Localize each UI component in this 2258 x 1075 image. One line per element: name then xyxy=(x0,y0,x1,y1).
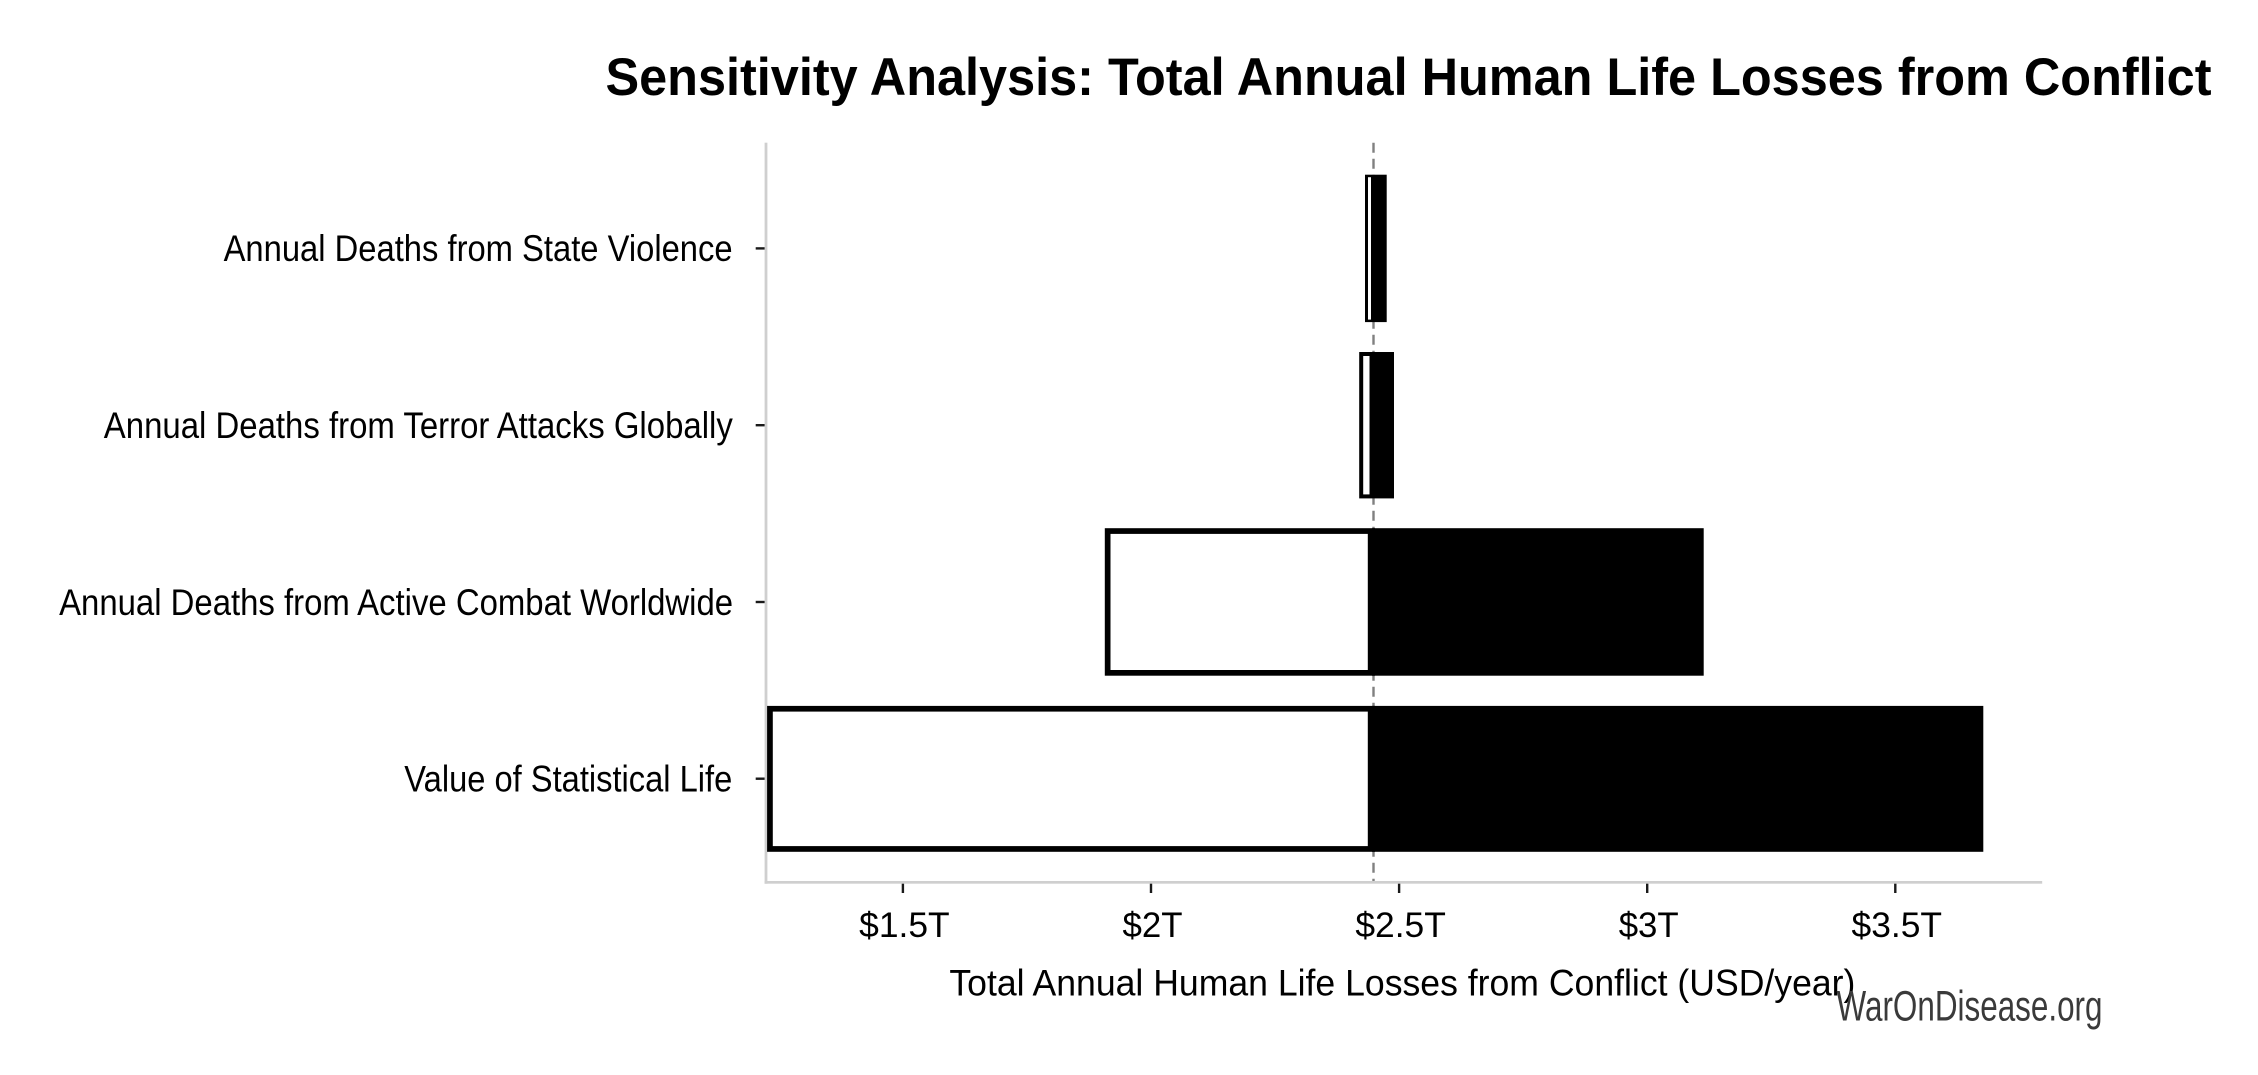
svg-text:$2.5T: $2.5T xyxy=(1355,906,1446,945)
svg-text:WarOnDisease.org: WarOnDisease.org xyxy=(1837,983,2103,1030)
svg-text:Sensitivity Analysis: Total An: Sensitivity Analysis: Total Annual Human… xyxy=(606,48,2212,107)
svg-text:Value of Statistical Life: Value of Statistical Life xyxy=(404,759,732,800)
svg-text:Annual Deaths from Active Comb: Annual Deaths from Active Combat Worldwi… xyxy=(59,582,733,623)
svg-text:$2T: $2T xyxy=(1123,906,1183,945)
svg-text:Annual Deaths from State Viole: Annual Deaths from State Violence xyxy=(224,228,733,269)
svg-text:$3T: $3T xyxy=(1619,906,1679,945)
svg-text:Total Annual Human Life Losses: Total Annual Human Life Losses from Conf… xyxy=(949,961,1855,1003)
svg-text:Annual Deaths from Terror Atta: Annual Deaths from Terror Attacks Global… xyxy=(104,405,733,446)
svg-text:$3.5T: $3.5T xyxy=(1852,906,1943,945)
svg-text:$1.5T: $1.5T xyxy=(859,906,950,945)
